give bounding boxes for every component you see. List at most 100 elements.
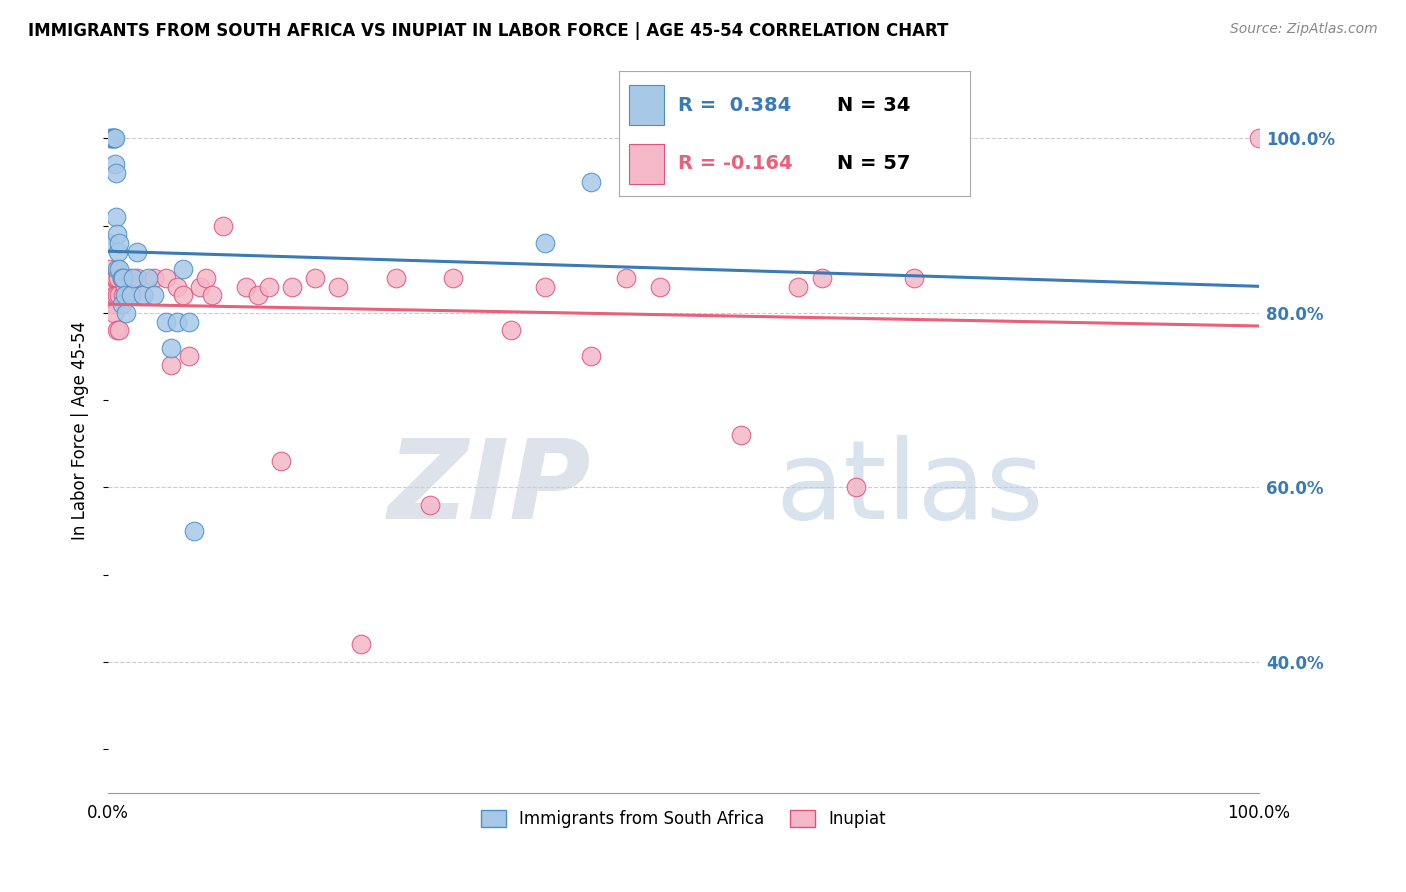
Point bbox=[350, 637, 373, 651]
Point bbox=[98, 262, 121, 277]
Point bbox=[108, 235, 131, 250]
Point bbox=[114, 288, 136, 302]
Point bbox=[235, 279, 257, 293]
Point bbox=[103, 279, 125, 293]
Point bbox=[581, 350, 603, 364]
Point bbox=[614, 271, 637, 285]
Point bbox=[257, 279, 280, 293]
Point bbox=[100, 279, 122, 293]
Point bbox=[111, 271, 134, 285]
Point bbox=[100, 271, 122, 285]
Point bbox=[125, 244, 148, 259]
Point bbox=[114, 279, 136, 293]
Point bbox=[810, 271, 832, 285]
Point bbox=[104, 271, 127, 285]
Point bbox=[787, 279, 810, 293]
FancyBboxPatch shape bbox=[630, 144, 664, 184]
Point bbox=[105, 323, 128, 337]
Point bbox=[131, 288, 153, 302]
Point bbox=[105, 262, 128, 277]
Point bbox=[120, 279, 142, 293]
Text: atlas: atlas bbox=[776, 435, 1045, 542]
Point bbox=[136, 271, 159, 285]
Text: Source: ZipAtlas.com: Source: ZipAtlas.com bbox=[1230, 22, 1378, 37]
Point bbox=[104, 131, 127, 145]
FancyBboxPatch shape bbox=[630, 85, 664, 125]
Point bbox=[212, 219, 235, 233]
Point bbox=[441, 271, 464, 285]
Point bbox=[108, 323, 131, 337]
Point bbox=[177, 314, 200, 328]
Point bbox=[103, 131, 125, 145]
Point bbox=[105, 288, 128, 302]
Point bbox=[419, 498, 441, 512]
Point bbox=[155, 271, 177, 285]
Point bbox=[98, 131, 121, 145]
Point bbox=[730, 428, 752, 442]
Point bbox=[101, 271, 124, 285]
Point bbox=[166, 314, 188, 328]
Point bbox=[903, 271, 925, 285]
Text: R =  0.384: R = 0.384 bbox=[678, 95, 792, 114]
Point bbox=[115, 306, 138, 320]
Point bbox=[183, 524, 205, 538]
Point bbox=[534, 279, 557, 293]
Point bbox=[108, 262, 131, 277]
Point bbox=[384, 271, 406, 285]
Point bbox=[101, 297, 124, 311]
Point bbox=[650, 279, 672, 293]
Point bbox=[103, 131, 125, 145]
Point bbox=[111, 288, 134, 302]
Point bbox=[172, 262, 194, 277]
Point bbox=[304, 271, 326, 285]
Point bbox=[105, 210, 128, 224]
Point bbox=[194, 271, 217, 285]
Point bbox=[177, 350, 200, 364]
Point bbox=[105, 227, 128, 242]
Point bbox=[115, 288, 138, 302]
Point bbox=[166, 279, 188, 293]
Point bbox=[105, 166, 128, 180]
Point bbox=[105, 271, 128, 285]
Point bbox=[103, 306, 125, 320]
Point bbox=[155, 314, 177, 328]
Point bbox=[581, 175, 603, 189]
Point bbox=[125, 271, 148, 285]
Point bbox=[845, 480, 868, 494]
Point bbox=[534, 235, 557, 250]
Point bbox=[120, 288, 142, 302]
Point bbox=[111, 271, 134, 285]
Text: R = -0.164: R = -0.164 bbox=[678, 154, 793, 173]
Point bbox=[122, 271, 145, 285]
Point bbox=[98, 288, 121, 302]
Point bbox=[172, 288, 194, 302]
Point bbox=[188, 279, 211, 293]
Point bbox=[98, 235, 121, 250]
Point bbox=[328, 279, 350, 293]
Point bbox=[499, 323, 522, 337]
Point bbox=[160, 358, 183, 372]
Point bbox=[101, 131, 124, 145]
Point bbox=[281, 279, 304, 293]
Legend: Immigrants from South Africa, Inupiat: Immigrants from South Africa, Inupiat bbox=[474, 804, 893, 835]
Point bbox=[107, 271, 129, 285]
Text: N = 57: N = 57 bbox=[837, 154, 910, 173]
Point bbox=[108, 288, 131, 302]
Point bbox=[98, 279, 121, 293]
Point bbox=[131, 288, 153, 302]
Text: ZIP: ZIP bbox=[388, 435, 592, 542]
Point bbox=[111, 297, 134, 311]
Point bbox=[100, 131, 122, 145]
Point bbox=[246, 288, 269, 302]
Point bbox=[107, 244, 129, 259]
Point bbox=[270, 454, 292, 468]
Point bbox=[104, 288, 127, 302]
Point bbox=[1247, 131, 1270, 145]
Point bbox=[111, 271, 134, 285]
Text: IMMIGRANTS FROM SOUTH AFRICA VS INUPIAT IN LABOR FORCE | AGE 45-54 CORRELATION C: IMMIGRANTS FROM SOUTH AFRICA VS INUPIAT … bbox=[28, 22, 949, 40]
Point bbox=[160, 341, 183, 355]
Point bbox=[143, 271, 166, 285]
Point bbox=[104, 157, 127, 171]
Point bbox=[143, 288, 166, 302]
Text: N = 34: N = 34 bbox=[837, 95, 910, 114]
